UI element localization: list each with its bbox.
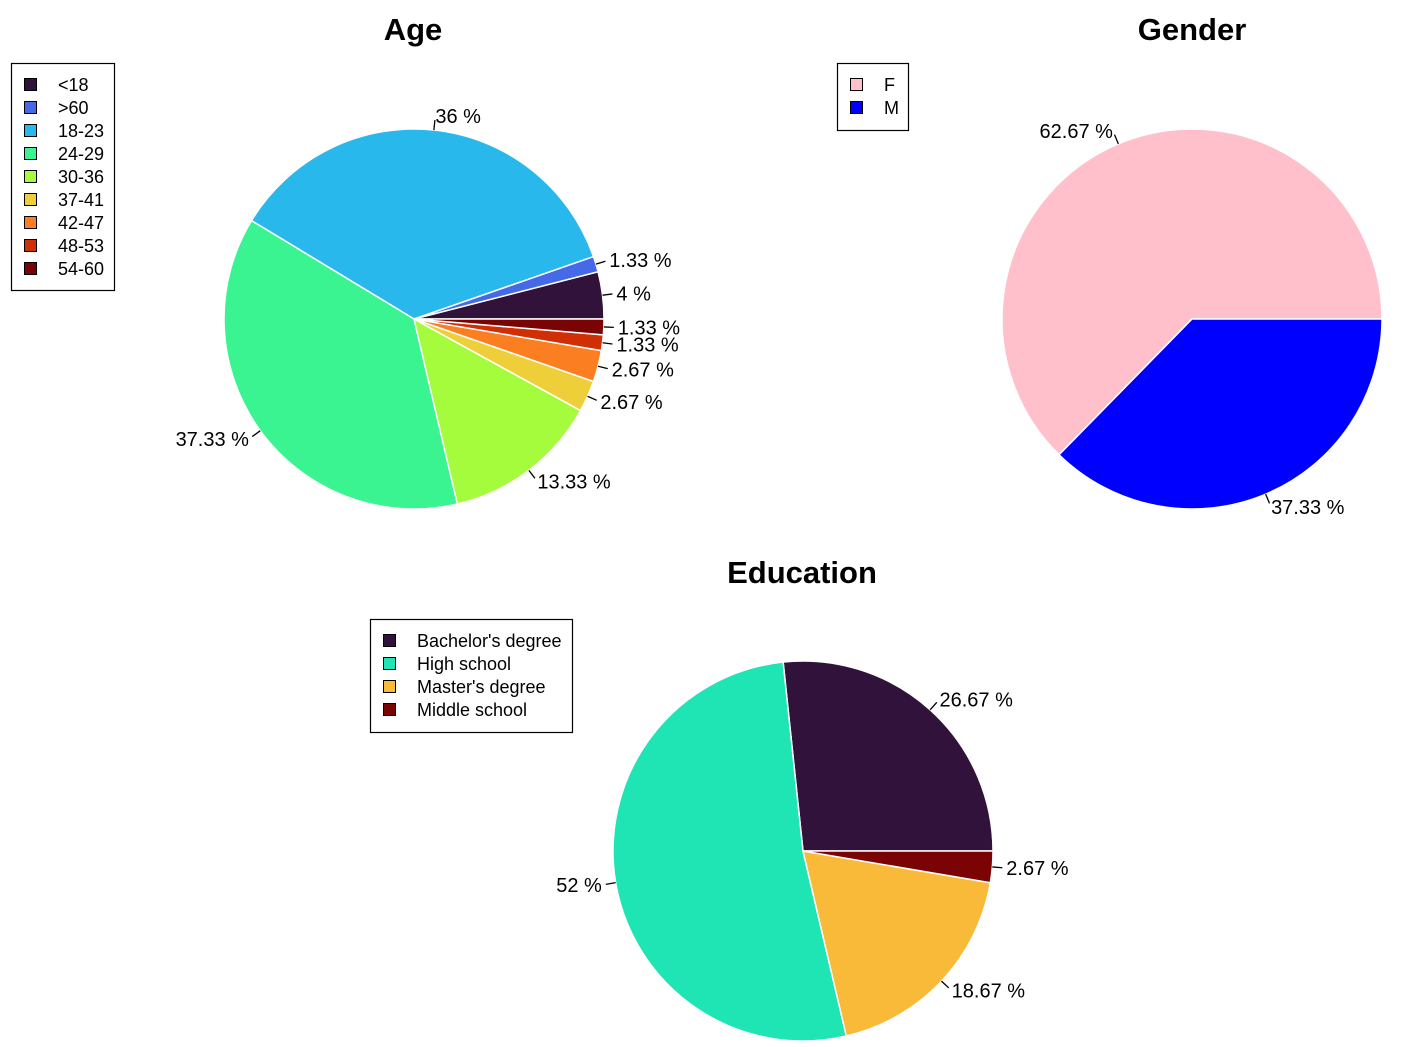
age-legend-label-18-23: 18-23 [58,121,104,141]
gender-legend: FM [836,62,910,132]
education-legend-label-high-school: High school [417,654,511,674]
age-pie-chart: Age 4 % 1.33 % 36 % 37.33 % 13.33 % 2.67 % 2.6… [10,12,681,510]
age-legend-swatch-37-41 [24,193,37,206]
age-legend-swatch-48-53 [24,239,37,252]
gender-slice-label-f: 62.67 % [1040,121,1114,143]
education-slice-label-master-s-degree: 18.67 % [952,981,1026,1003]
gender-slice-m [1058,318,1383,510]
gender-legend-swatch-m [850,101,863,114]
education-slices [612,660,994,1042]
age-legend-label-60: >60 [58,98,89,118]
age-label-tick-18 [602,293,613,296]
age-slice-24-29 [223,219,459,510]
age-legend-swatch-54-60 [24,262,37,275]
education-slice-labels: 26.67 % 52 % 18.67 % 2.67 % [556,689,1069,1002]
age-slice-label-60: 1.33 % [609,250,671,272]
age-legend-swatch-24-29 [24,147,37,160]
gender-label-tick-m [1265,493,1271,504]
age-label-tick-30-36 [528,469,536,479]
age-legend-label-18: <18 [58,75,89,95]
education-legend-swatch-high-school [383,657,396,670]
gender-slices [1001,128,1383,510]
gender-label-tick-f [1113,134,1119,145]
gender-slice-label-m: 37.33 % [1271,497,1345,519]
gender-legend-box [836,62,910,132]
gender-slice-f [1001,128,1383,456]
education-slice-label-bachelor-s-degree: 26.67 % [939,689,1013,711]
education-legend-label-middle-school: Middle school [417,700,527,720]
age-slice-label-37-41: 2.67 % [600,392,662,414]
age-slice-label-42-47: 2.67 % [612,360,674,382]
gender-pie-chart: Gender 62.67 % 37.33 % FM [836,12,1383,519]
education-legend-box [369,618,574,734]
age-legend-swatch-30-36 [24,170,37,183]
education-slice-high-school [612,661,848,1042]
age-legend-label-48-53: 48-53 [58,236,104,256]
age-slice-label-18-23: 36 % [435,106,481,128]
gender-legend-swatch-f [850,78,863,91]
education-legend-label-bachelor-s-degree: Bachelor's degree [417,631,562,651]
education-legend-swatch-middle-school [383,703,396,716]
age-label-tick-37-41 [587,395,597,401]
education-slice-bachelor-s-degree [782,660,994,852]
age-slice-label-24-29: 37.33 % [176,429,250,451]
age-legend-label-37-41: 37-41 [58,190,104,210]
education-label-tick-bachelor-s-degree [929,701,938,711]
age-legend-swatch-60 [24,101,37,114]
age-slices [223,128,605,510]
age-legend-label-42-47: 42-47 [58,213,104,233]
age-chart-title: Age [384,12,443,47]
education-legend-swatch-bachelor-s-degree [383,634,396,647]
gender-legend-label-f: F [884,75,895,95]
age-legend-label-24-29: 24-29 [58,144,104,164]
gender-legend-label-m: M [884,98,899,118]
education-label-tick-middle-school [992,866,1003,869]
age-slice-label-30-36: 13.33 % [537,471,611,493]
gender-slice-labels: 62.67 % 37.33 % [1040,121,1345,519]
education-label-tick-high-school [605,882,616,885]
age-label-tick-60 [595,260,606,265]
age-legend-swatch-18-23 [24,124,37,137]
age-slice-label-18: 4 % [616,283,651,305]
education-legend: Bachelor's degree High school Master's deg… [369,618,574,734]
education-pie-chart: Education 26.67 % 52 % 18.67 % 2.67 % Bache… [369,555,1069,1042]
age-slice-label-48-53: 1.33 % [616,335,678,357]
education-slice-label-high-school: 52 % [556,875,602,897]
education-slice-middle-school [802,850,994,884]
education-chart-title: Education [727,555,877,590]
education-label-tick-master-s-degree [941,980,950,989]
education-legend-label-master-s-degree: Master's degree [417,677,546,697]
age-slice-labels: 4 % 1.33 % 36 % 37.33 % 13.33 % 2.67 % 2.67 % 1… [176,106,681,493]
gender-chart-title: Gender [1138,12,1247,47]
age-legend: <18 >60 18-23 24-29 30-36 37-41 42-47 48-53 54-6… [10,62,116,292]
education-legend-swatch-master-s-degree [383,680,396,693]
education-slice-label-middle-school: 2.67 % [1006,858,1068,880]
age-legend-swatch-42-47 [24,216,37,229]
age-legend-label-30-36: 30-36 [58,167,104,187]
age-legend-label-54-60: 54-60 [58,259,104,279]
age-slice-label-54-60: 1.33 % [618,318,680,340]
age-label-tick-18-23 [433,120,436,131]
age-label-tick-24-29 [251,430,261,438]
age-legend-swatch-18 [24,78,37,91]
education-slice-master-s-degree [802,850,992,1037]
age-label-tick-42-47 [597,365,608,370]
age-label-tick-48-53 [602,342,613,345]
